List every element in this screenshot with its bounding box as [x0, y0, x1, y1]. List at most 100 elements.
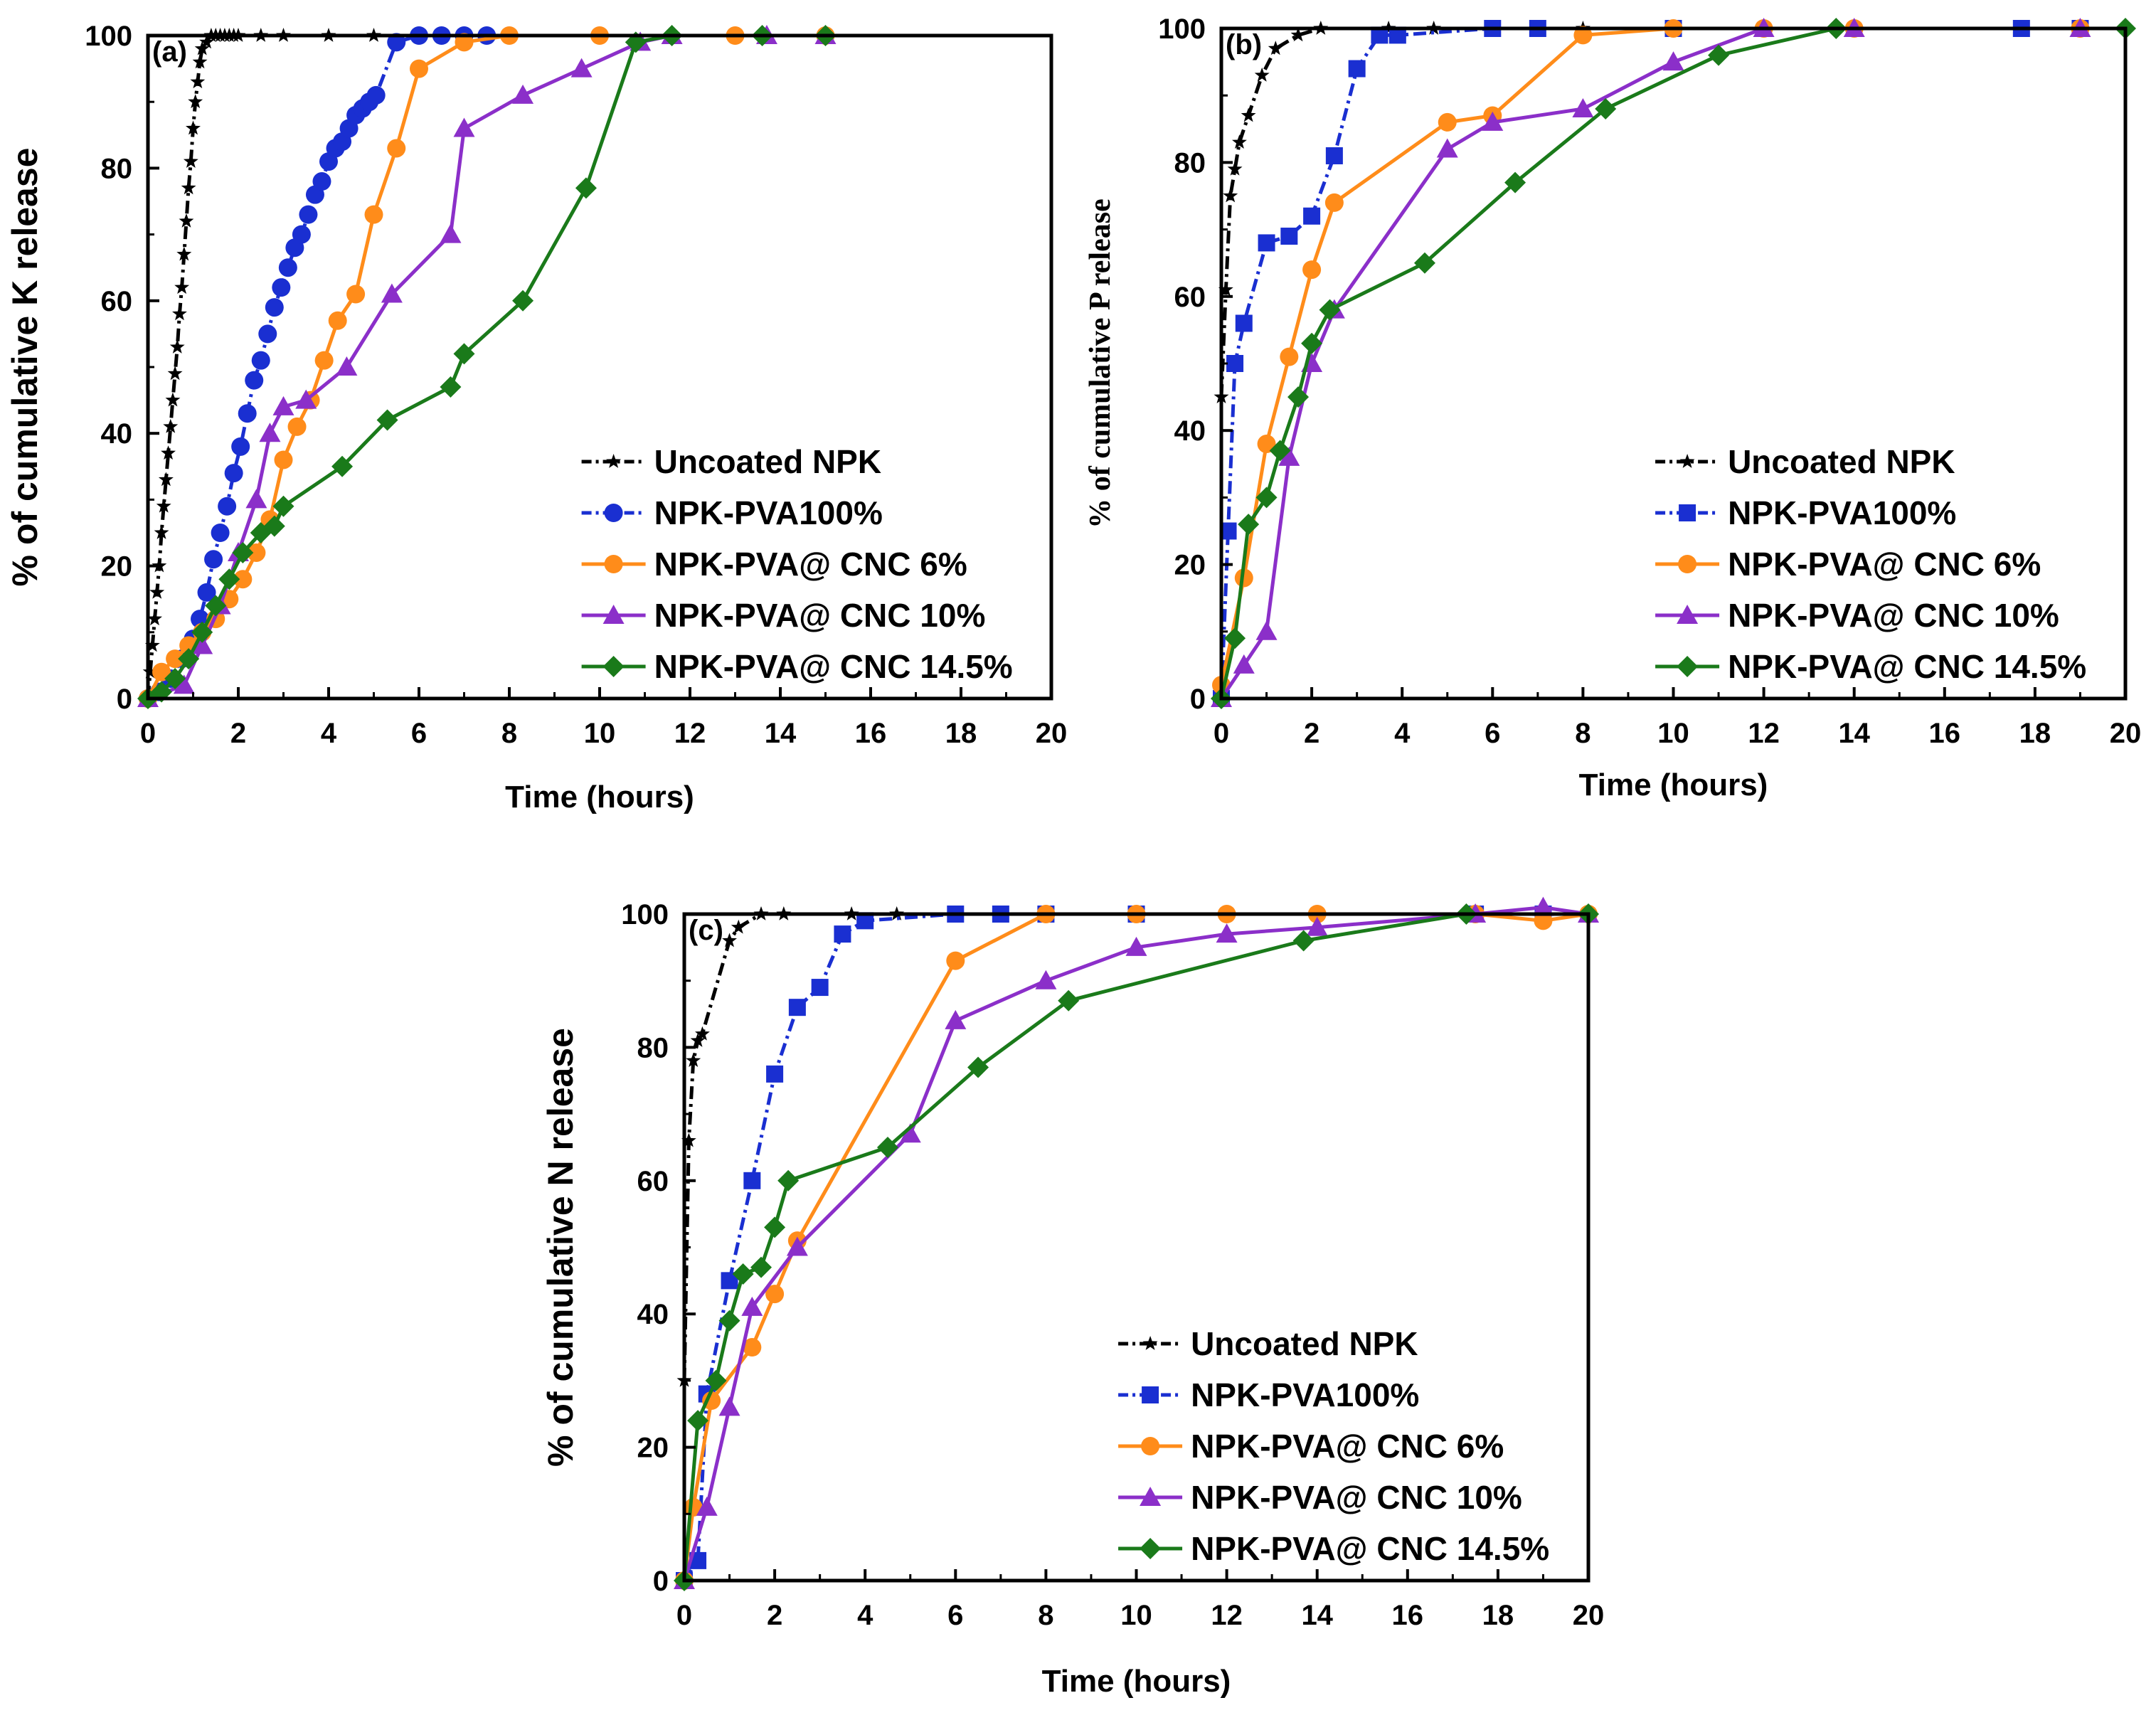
legend-marker [602, 605, 625, 624]
legend-label: NPK-PVA@ CNC 14.5% [1728, 648, 2086, 685]
data-point [238, 404, 257, 423]
y-tick-label: 0 [653, 1566, 669, 1597]
x-tick-label: 14 [1838, 718, 1870, 749]
data-point [218, 568, 240, 590]
legend-marker [1677, 656, 1699, 677]
data-point [811, 979, 829, 997]
data-point [1216, 923, 1238, 943]
x-tick-label: 4 [321, 718, 337, 749]
data-point [205, 595, 227, 617]
x-tick-label: 2 [767, 1600, 782, 1631]
legend-marker [604, 555, 623, 573]
legend-marker [1678, 555, 1697, 573]
data-point [766, 1065, 784, 1083]
legend-marker [602, 656, 625, 677]
y-tick-label: 60 [101, 286, 133, 317]
data-point [287, 417, 307, 436]
data-point [575, 177, 597, 199]
data-point [1278, 446, 1300, 466]
data-point [1708, 44, 1730, 66]
data-point [1255, 487, 1278, 509]
legend-item: NPK-PVA@ CNC 6% [581, 546, 967, 583]
data-point [1241, 107, 1256, 122]
data-point [163, 418, 179, 433]
x-tick-label: 8 [1575, 718, 1591, 749]
y-tick-label: 40 [101, 418, 133, 450]
x-tick-label: 12 [1211, 1600, 1243, 1631]
data-point [1532, 896, 1554, 916]
data-point [876, 1136, 898, 1158]
y-tick-label: 60 [637, 1166, 669, 1197]
data-point [218, 497, 237, 516]
series-0 [676, 906, 1596, 1387]
data-point [834, 925, 851, 943]
data-point [211, 524, 230, 542]
data-point [245, 371, 264, 390]
data-point [178, 648, 200, 670]
y-tick-label: 80 [101, 153, 133, 184]
x-tick-label: 6 [411, 718, 427, 749]
series-4 [137, 25, 837, 709]
series-line [682, 912, 1588, 1381]
data-point [722, 933, 737, 947]
x-tick-label: 4 [857, 1600, 873, 1631]
y-tick-label: 40 [637, 1299, 669, 1330]
legend-item: Uncoated NPK [1118, 1325, 1418, 1362]
legend: Uncoated NPK NPK-PVA100% NPK-PVA@ CNC 6% NP… [581, 443, 1013, 685]
data-point [233, 570, 253, 589]
data-point [786, 1236, 808, 1256]
x-tick-label: 2 [1304, 718, 1319, 749]
x-tick-label: 0 [140, 718, 156, 749]
data-point [152, 662, 171, 681]
data-point [186, 120, 201, 135]
data-point [245, 489, 267, 509]
legend-label: NPK-PVA@ CNC 10% [1728, 597, 2059, 634]
x-tick-label: 20 [2110, 718, 2142, 749]
y-tick-label: 100 [1158, 14, 1206, 45]
data-point [1292, 930, 1315, 952]
data-point [440, 376, 462, 398]
legend-label: NPK-PVA@ CNC 10% [1191, 1479, 1522, 1516]
data-point [156, 498, 171, 513]
legend-item: NPK-PVA@ CNC 10% [1655, 597, 2059, 634]
data-point [788, 999, 806, 1016]
y-tick-label: 100 [621, 899, 669, 930]
data-point [1573, 26, 1593, 45]
data-point [741, 1296, 763, 1316]
data-point [765, 1285, 785, 1304]
data-point [265, 298, 284, 317]
legend-marker [1140, 1487, 1162, 1506]
data-point [272, 495, 294, 517]
y-tick-label: 20 [637, 1433, 669, 1464]
data-point [346, 285, 366, 304]
x-tick-label: 8 [1038, 1600, 1053, 1631]
data-point [192, 54, 208, 69]
x-tick-label: 16 [855, 718, 887, 749]
data-point [173, 674, 195, 694]
data-point [1223, 188, 1238, 203]
data-point [687, 1410, 709, 1432]
data-point [247, 543, 266, 562]
data-point [158, 472, 174, 487]
data-point [702, 1391, 721, 1411]
data-point [695, 1026, 710, 1041]
data-point [1303, 207, 1321, 225]
data-point [194, 41, 210, 55]
data-point [1534, 911, 1553, 930]
legend-label: NPK-PVA@ CNC 14.5% [1191, 1530, 1549, 1567]
legend-label: NPK-PVA@ CNC 6% [1191, 1428, 1504, 1465]
y-tick-label: 60 [1174, 282, 1206, 313]
legend: Uncoated NPK NPK-PVA100% NPK-PVA@ CNC 6% NP… [1655, 443, 2086, 685]
data-point [183, 154, 198, 168]
legend-label: NPK-PVA100% [1728, 494, 1956, 531]
data-point [174, 280, 190, 294]
data-point [278, 258, 297, 277]
legend-marker [1677, 605, 1699, 624]
legend-item: NPK-PVA@ CNC 14.5% [581, 648, 1013, 685]
data-point [164, 668, 186, 690]
chart-panel-2: 0 2 4 6 8 10 12 14 16 18 20 0 20 40 60 80 100 Time (hours… [541, 896, 1604, 1699]
y-tick-label: 0 [117, 684, 132, 715]
data-point [732, 1263, 754, 1285]
data-point [945, 1009, 967, 1029]
data-point [705, 1369, 727, 1391]
